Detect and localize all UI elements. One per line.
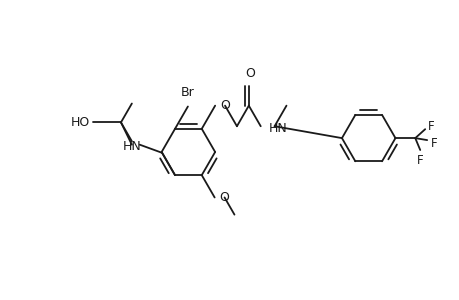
Text: O: O — [219, 99, 230, 112]
Text: HO: HO — [71, 116, 90, 129]
Text: F: F — [416, 154, 423, 167]
Text: F: F — [427, 120, 434, 133]
Text: O: O — [244, 67, 254, 80]
Text: HN: HN — [268, 122, 287, 135]
Text: F: F — [430, 136, 437, 150]
Text: Br: Br — [181, 85, 194, 99]
Text: HN: HN — [123, 140, 141, 153]
Text: O: O — [219, 191, 229, 204]
